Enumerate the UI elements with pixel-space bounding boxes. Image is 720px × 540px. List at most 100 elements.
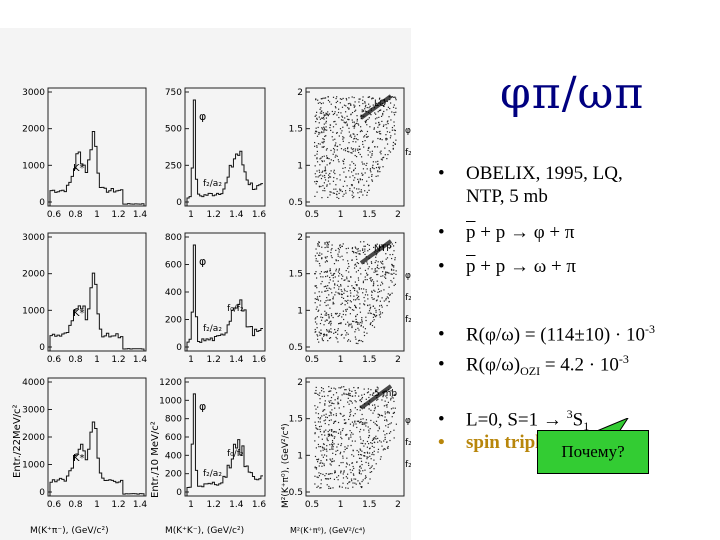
scatter-point <box>340 289 342 291</box>
scatter-point <box>360 273 362 275</box>
annotation-f2-a2: f₂/a₂ <box>203 179 222 189</box>
scatter-point <box>325 122 327 124</box>
scatter-point <box>322 142 324 144</box>
scatter-point <box>338 464 340 467</box>
scatter-point <box>364 477 366 480</box>
scatter-point <box>329 176 331 178</box>
scatter-point <box>327 433 329 435</box>
scatter-point <box>363 288 365 290</box>
scatter-point <box>367 135 369 138</box>
scatter-point <box>368 429 370 431</box>
scatter-point <box>316 117 318 119</box>
scatter-point <box>349 481 351 483</box>
scatter-point <box>344 389 346 391</box>
scatter-point <box>362 340 364 343</box>
scatter-point <box>390 422 392 424</box>
band-mark: φ <box>405 271 411 281</box>
scatter-point <box>332 296 334 298</box>
scatter-point <box>316 111 318 113</box>
scatter-point <box>382 249 384 251</box>
scatter-point <box>394 393 396 395</box>
scatter-point <box>339 412 341 415</box>
scatter-point <box>314 292 316 294</box>
scatter-point <box>387 423 389 426</box>
scatter-point <box>341 116 344 118</box>
scatter-point <box>353 127 355 129</box>
scatter-point <box>394 257 396 259</box>
scatter-point <box>322 443 325 445</box>
scatter-point <box>322 449 324 451</box>
scatter-point <box>377 430 379 432</box>
scatter-point <box>364 276 366 278</box>
scatter-point <box>332 180 335 182</box>
scatter-point <box>384 400 386 402</box>
scatter-point <box>386 109 388 111</box>
bullet-text: spin triplet <box>466 432 556 453</box>
scatter-point <box>370 442 372 444</box>
scatter-point <box>323 335 325 337</box>
scatter-point <box>342 243 344 245</box>
scatter-point <box>358 323 360 325</box>
y-tick-label: 1.5 <box>289 415 303 425</box>
scatter-point <box>323 129 325 131</box>
scatter-point <box>381 415 384 417</box>
scatter-point <box>353 169 355 172</box>
scatter-point <box>317 260 319 262</box>
scatter-point <box>371 141 374 143</box>
scatter-point <box>326 445 328 447</box>
scatter-point <box>323 464 325 467</box>
scatter-point <box>340 274 343 276</box>
scatter-point <box>319 143 321 145</box>
scatter-point <box>328 321 331 323</box>
scatter-point <box>341 386 343 388</box>
scatter-point <box>324 404 326 406</box>
scatter-point <box>334 144 336 146</box>
scatter-point <box>319 108 321 110</box>
y-tick-label: 1000 <box>22 461 45 471</box>
scatter-point <box>357 138 359 141</box>
scatter-point <box>330 129 332 132</box>
scatter-point <box>332 414 335 416</box>
scatter-point <box>349 295 352 297</box>
scatter-point <box>317 461 319 463</box>
scatter-point <box>342 428 344 430</box>
scatter-point <box>327 289 329 292</box>
scatter-point <box>347 333 349 335</box>
scatter-point <box>374 315 376 317</box>
scatter-point <box>324 301 326 304</box>
scatter-point <box>319 112 321 114</box>
scatter-point <box>328 429 331 431</box>
scatter-point <box>330 328 332 330</box>
scatter-point <box>369 323 372 326</box>
scatter-point <box>356 120 358 122</box>
scatter-point <box>315 386 317 389</box>
subscript: 1 <box>583 419 590 434</box>
scatter-point <box>365 164 367 167</box>
scatter-point <box>323 131 325 133</box>
scatter-point <box>387 272 389 274</box>
scatter-point <box>392 245 395 247</box>
scatter-point <box>361 161 363 163</box>
scatter-point <box>363 429 365 431</box>
scatter-point <box>333 421 335 423</box>
scatter-point <box>393 411 396 414</box>
scatter-point <box>362 249 364 251</box>
scatter-point <box>323 431 325 433</box>
scatter-point <box>352 415 355 417</box>
scatter-point <box>358 329 360 331</box>
scatter-point <box>323 170 326 172</box>
scatter-point <box>343 158 345 160</box>
y-tick-label: 200 <box>165 470 182 480</box>
scatter-point <box>346 473 349 475</box>
scatter-point <box>360 438 362 440</box>
scatter-point <box>355 342 357 344</box>
scatter-point <box>376 280 378 282</box>
scatter-point <box>342 313 344 316</box>
scatter-point <box>326 319 328 321</box>
scatter-point <box>361 179 363 181</box>
scatter-point <box>358 101 360 103</box>
scatter-point <box>352 125 354 127</box>
scatter-point <box>338 387 340 389</box>
panel-frame <box>305 232 405 352</box>
scatter-point <box>315 408 317 410</box>
